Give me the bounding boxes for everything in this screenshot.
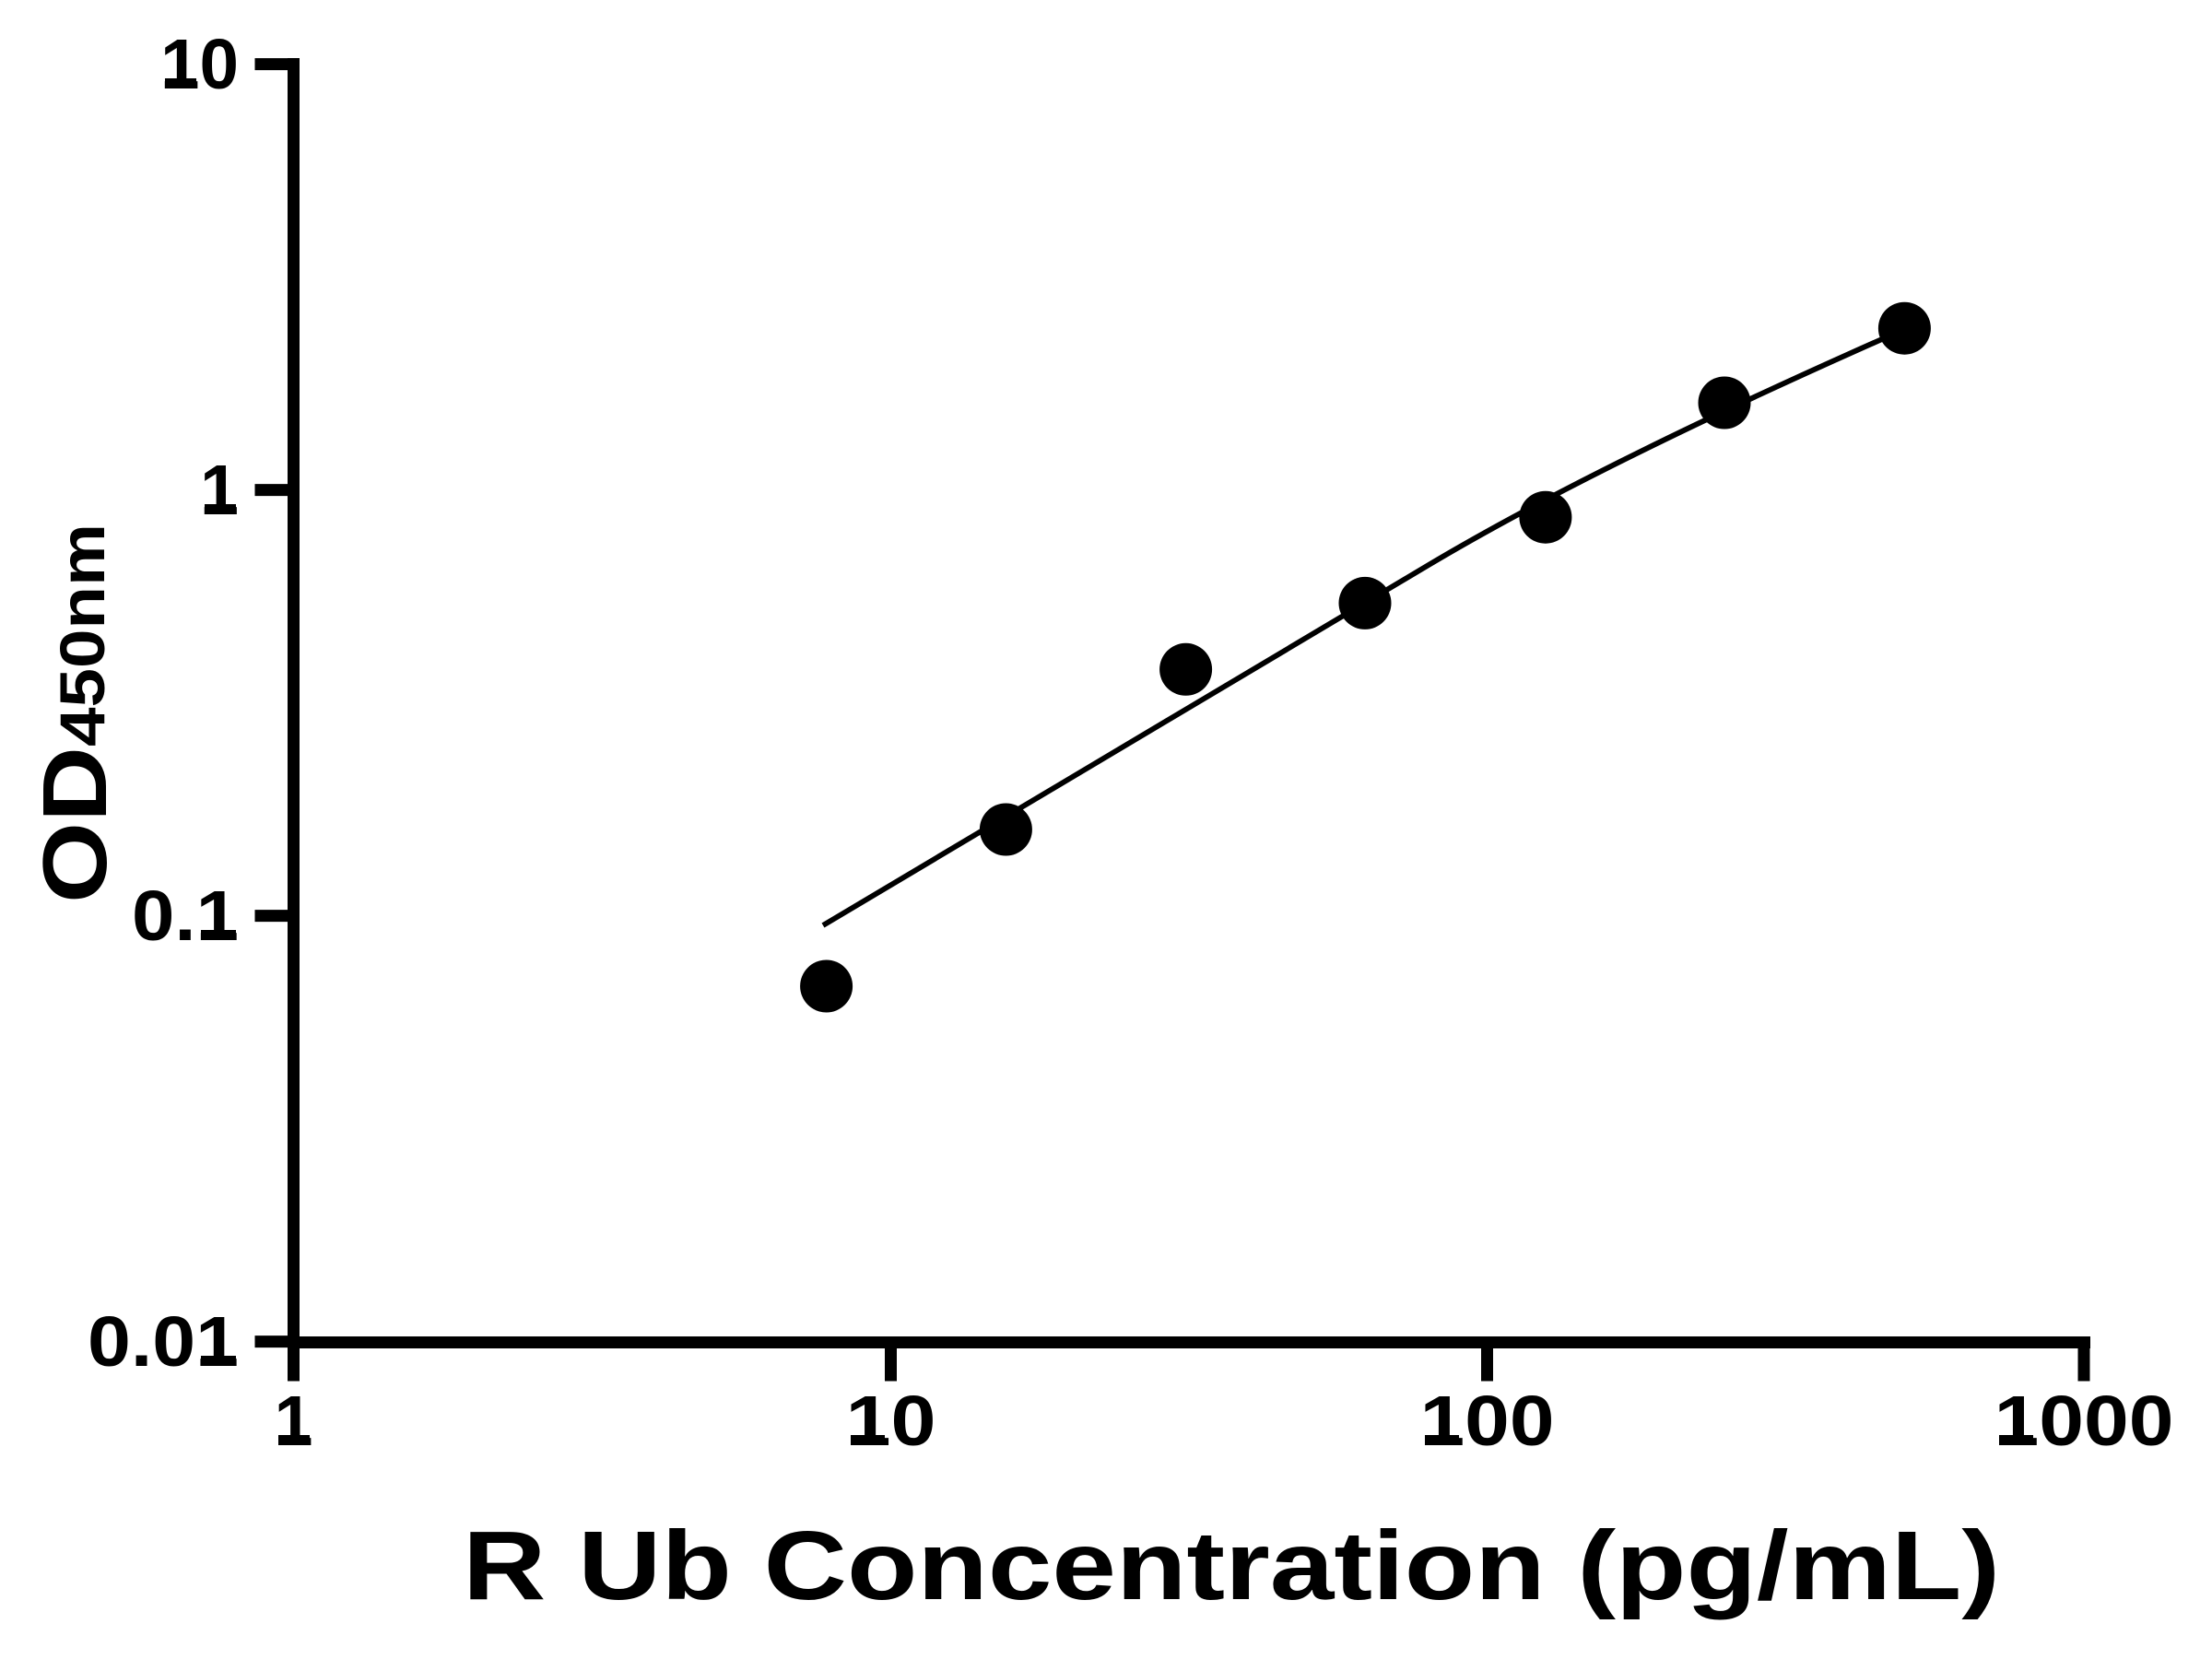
- svg-text:1000: 1000: [1994, 1382, 2174, 1461]
- svg-text:0.1: 0.1: [132, 877, 239, 956]
- svg-text:R Ub Concentration (pg/mL): R Ub Concentration (pg/mL): [463, 1512, 2000, 1620]
- svg-text:10: 10: [846, 1382, 936, 1461]
- svg-text:450nm: 450nm: [47, 524, 118, 747]
- svg-text:1: 1: [275, 1382, 313, 1461]
- svg-text:10: 10: [160, 25, 239, 104]
- svg-text:0.01: 0.01: [88, 1302, 239, 1382]
- svg-text:100: 100: [1420, 1382, 1555, 1461]
- svg-text:1: 1: [200, 451, 239, 530]
- svg-text:OD: OD: [24, 747, 125, 903]
